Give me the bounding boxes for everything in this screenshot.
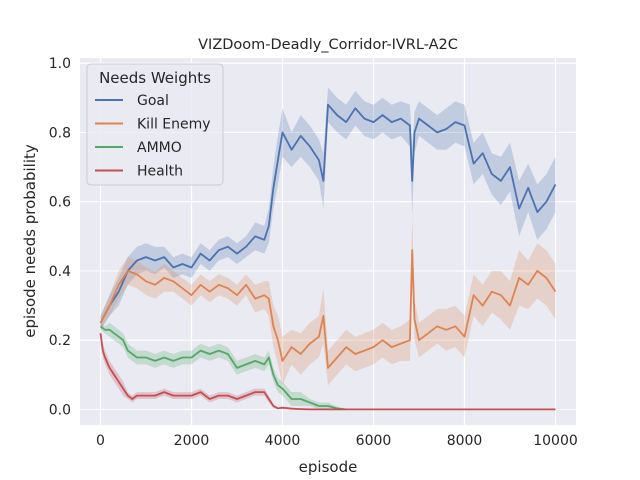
y-axis-ticks: 0.0 0.2 0.4 0.6 0.8 1.0 [49,56,71,418]
goal-band [100,87,556,330]
legend-frame [86,63,224,186]
x-tick-label: 4000 [265,433,301,449]
legend: Needs Weights Goal Kill Enemy AMMO Health [86,63,224,186]
y-axis-title: episode needs probability [21,144,39,338]
y-tick-label: 0.8 [49,125,71,141]
legend-label-goal: Goal [137,93,169,109]
series-lines [99,103,557,411]
health-line [99,333,556,411]
y-tick-label: 0.0 [49,402,71,418]
x-tick-label: 10000 [533,433,578,449]
ammo-line [99,325,347,411]
x-tick-label: 2000 [174,433,210,449]
x-tick-label: 8000 [447,433,483,449]
y-tick-label: 0.4 [49,264,71,280]
x-axis-ticks: 0 2000 4000 6000 8000 10000 [96,433,578,449]
y-tick-label: 0.2 [49,333,71,349]
x-tick-label: 6000 [356,433,392,449]
x-tick-label: 0 [96,433,105,449]
ammo-band [100,322,347,410]
legend-label-ammo: AMMO [137,140,182,156]
chart-title: VIZDoom-Deadly_Corridor-IVRL-A2C [198,37,458,53]
kill-enemy-band [100,215,556,386]
x-axis-title: episode [299,458,358,476]
y-tick-label: 1.0 [49,56,71,72]
confidence-bands [100,87,556,410]
y-tick-label: 0.6 [49,195,71,211]
legend-label-health: Health [137,164,183,180]
legend-label-kill-enemy: Kill Enemy [137,117,211,133]
kill-enemy-line [99,249,557,369]
legend-title: Needs Weights [99,69,211,87]
goal-line [99,103,557,324]
